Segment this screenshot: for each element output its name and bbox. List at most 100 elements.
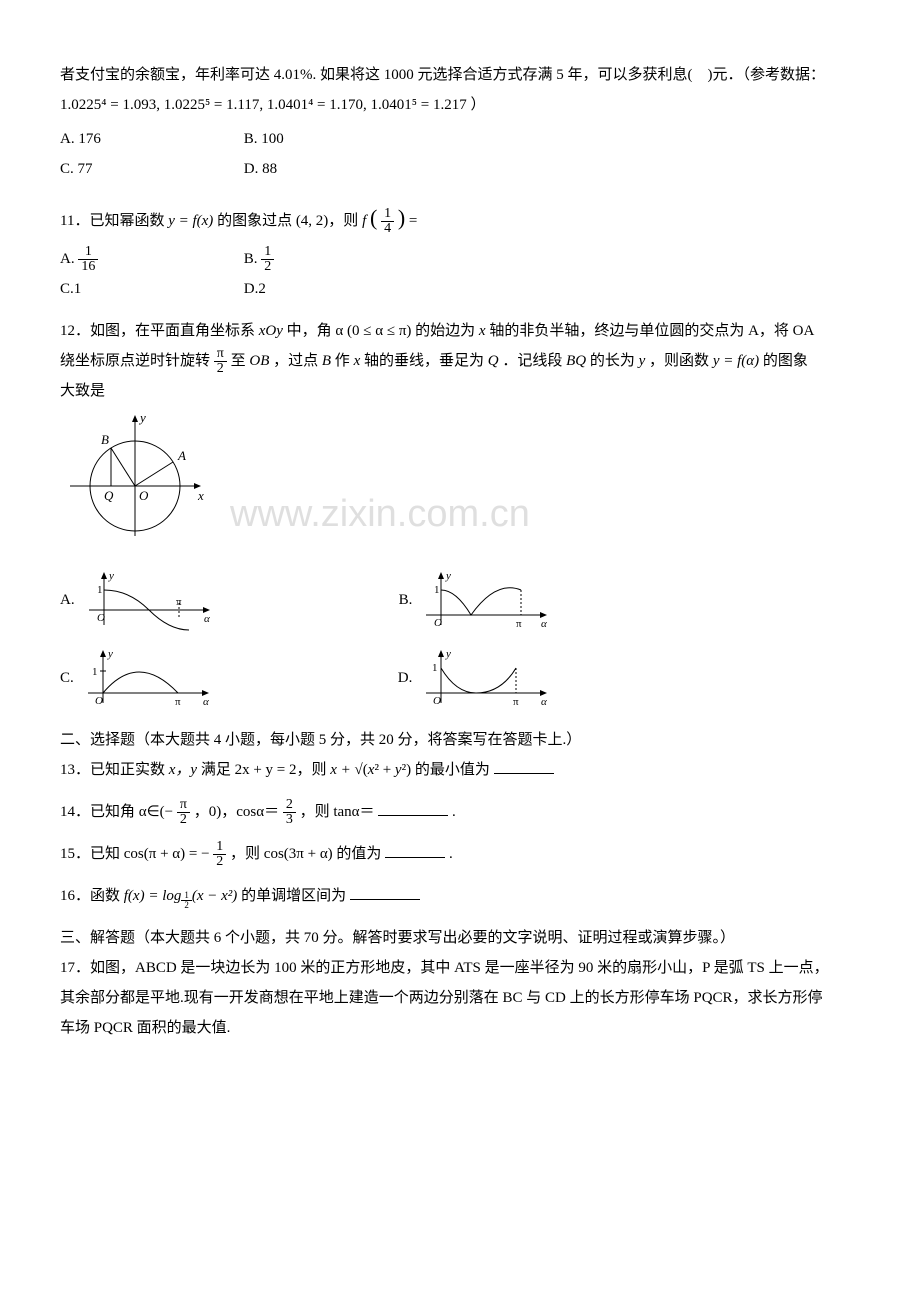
q15-post: . — [449, 846, 453, 862]
q12-l1-mid: 中，角 α (0 ≤ α ≤ π) 的始边为 — [287, 323, 479, 339]
svg-text:1: 1 — [92, 666, 98, 678]
q12-d-label: D. — [398, 663, 413, 693]
q12-l2-mid6: 的长为 — [590, 353, 639, 369]
q13-blank — [494, 773, 554, 774]
q11-choice-c: C.1 — [60, 274, 240, 304]
q11-choice-a: A. 116 — [60, 244, 240, 274]
q11-one-fourth: 14 — [381, 207, 394, 236]
svg-text:α: α — [541, 696, 547, 708]
q11: 11．已知幂函数 y = f(x) 的图象过点 (4, 2)，则 f ( 14 … — [60, 196, 860, 304]
svg-text:O: O — [139, 488, 149, 503]
q17: 17．如图，ABCD 是一块边长为 100 米的正方形地皮，其中 ATS 是一座… — [60, 953, 860, 1043]
section3-title: 三、解答题（本大题共 6 个小题，共 70 分。解答时要求写出必要的文字说明、证… — [60, 923, 860, 953]
svg-text:y: y — [138, 410, 146, 425]
svg-text:α: α — [203, 696, 209, 708]
q14-pi2: π2 — [177, 798, 190, 827]
q11-a-label: A. — [60, 251, 75, 267]
q12-l2-mid4: 轴的垂线，垂足为 — [364, 353, 488, 369]
q11-stem-post: = — [409, 213, 417, 229]
q11-stem-mid: 的图象过点 (4, 2)，则 — [217, 213, 362, 229]
svg-text:x: x — [197, 488, 204, 503]
q17-l2: 其余部分都是平地.现有一开发商想在平地上建造一个两边分别落在 BC 与 CD 上… — [60, 983, 860, 1013]
q12-l2-mid2: ，过点 — [273, 353, 322, 369]
svg-text:y: y — [107, 648, 113, 660]
q12: 12．如图，在平面直角坐标系 xOy 中，角 α (0 ≤ α ≤ π) 的始边… — [60, 316, 860, 713]
q11-b-label: B. — [244, 251, 258, 267]
q12-c-label: C. — [60, 663, 74, 693]
q12-ob: OB — [249, 353, 269, 369]
q11-choice-d: D.2 — [244, 274, 424, 304]
q16-mid: 的单调增区间为 — [241, 888, 346, 904]
q15-pre: 15．已知 cos(π + α) = − — [60, 846, 210, 862]
q12-choice-row1: A. 1 π α y O B. 1 — [60, 565, 860, 635]
q17-l3: 车场 PQCR 面积的最大值. — [60, 1013, 860, 1043]
q12-l2-post: 的图象 — [763, 353, 808, 369]
q14-f23: 23 — [283, 798, 296, 827]
q11-arg-close: ) — [398, 205, 405, 230]
q12-choice-row2: C. 1 π α y O D. — [60, 643, 860, 713]
svg-text:O: O — [95, 695, 103, 707]
q12-main-diagram: A B Q O x y — [60, 406, 860, 557]
q12-l1-mid2: 轴的非负半轴，终边与单位圆的交点为 A，将 OA — [489, 323, 814, 339]
q11-arg-open: ( — [370, 205, 377, 230]
q14-mid1: ，0)，cosα＝ — [194, 804, 279, 820]
q10: 者支付宝的余额宝，年利率可达 4.01%. 如果将这 1000 元选择合适方式存… — [60, 60, 860, 184]
q15-mid: ，则 cos(3π + α) 的值为 — [230, 846, 381, 862]
q12-x2: x — [354, 353, 361, 369]
q13-pre: 13．已知正实数 — [60, 762, 169, 778]
q10-choice-b: B. 100 — [244, 124, 424, 154]
q11-stem-pre: 11．已知幂函数 — [60, 213, 168, 229]
svg-text:α: α — [541, 618, 547, 630]
q13-xy: x，y — [169, 762, 197, 778]
q12-a-svg: 1 π α y O — [79, 565, 219, 635]
svg-text:y: y — [445, 648, 451, 660]
svg-text:O: O — [97, 612, 105, 624]
svg-text:y: y — [108, 570, 114, 582]
q12-b-label: B. — [399, 585, 413, 615]
q10-choice-d: D. 88 — [244, 154, 424, 184]
unit-circle-svg: A B Q O x y — [60, 406, 210, 546]
q12-d-svg: 1 π α y O — [416, 643, 556, 713]
q14-mid2: ，则 tanα＝ — [300, 804, 375, 820]
q14-blank — [378, 815, 448, 816]
svg-text:α: α — [204, 613, 210, 625]
q14-pre: 14．已知角 α∈(− — [60, 804, 173, 820]
q12-l2-pre: 绕坐标原点逆时针旋转 — [60, 353, 214, 369]
q12-xoy: xOy — [259, 323, 283, 339]
q10-ref: 1.0225⁴ = 1.093, 1.0225⁵ = 1.117, 1.0401… — [60, 97, 485, 113]
svg-text:y: y — [445, 570, 451, 582]
q15: 15．已知 cos(π + α) = − 12 ，则 cos(3π + α) 的… — [60, 839, 860, 869]
svg-text:O: O — [433, 695, 441, 707]
svg-text:1: 1 — [432, 662, 438, 674]
q12-pi2: π2 — [214, 347, 227, 376]
q13-mid: 满足 2x + y = 2，则 — [201, 762, 330, 778]
q11-choice-b: B. 12 — [244, 244, 424, 274]
q12-b-svg: 1 π α y O — [416, 565, 556, 635]
svg-text:B: B — [101, 432, 109, 447]
q12-c-svg: 1 π α y O — [78, 643, 218, 713]
q10-choice-c: C. 77 — [60, 154, 240, 184]
q12-a-label: A. — [60, 585, 75, 615]
q15-blank — [385, 857, 445, 858]
q12-choice-d: D. 1 π α y O — [398, 643, 557, 713]
q16-sub: 12 — [181, 891, 192, 910]
q12-BQ: BQ — [566, 353, 586, 369]
q12-l3: 大致是 — [60, 376, 860, 406]
q12-l1-pre: 12．如图，在平面直角坐标系 — [60, 323, 259, 339]
q13-expr: x + — [330, 762, 354, 778]
q12-choice-a: A. 1 π α y O — [60, 565, 219, 635]
svg-text:A: A — [177, 448, 186, 463]
q16-fnpre: f(x) = log — [124, 888, 182, 904]
q16-blank — [350, 899, 420, 900]
q12-choice-c: C. 1 π α y O — [60, 643, 218, 713]
q12-l2-mid3: 作 — [335, 353, 354, 369]
svg-text:π: π — [176, 596, 182, 608]
q12-x1: x — [479, 323, 486, 339]
q10-stem-cont: 者支付宝的余额宝，年利率可达 4.01%. 如果将这 1000 元选择合适方式存… — [60, 67, 825, 83]
q16-pre: 16．函数 — [60, 888, 124, 904]
q12-choice-b: B. 1 π α y O — [399, 565, 557, 635]
section2-title: 二、选择题（本大题共 4 小题，每小题 5 分，共 20 分，将答案写在答题卡上… — [60, 725, 860, 755]
q14-post: . — [452, 804, 456, 820]
q15-f12: 12 — [213, 840, 226, 869]
q12-Q: Q — [488, 353, 499, 369]
